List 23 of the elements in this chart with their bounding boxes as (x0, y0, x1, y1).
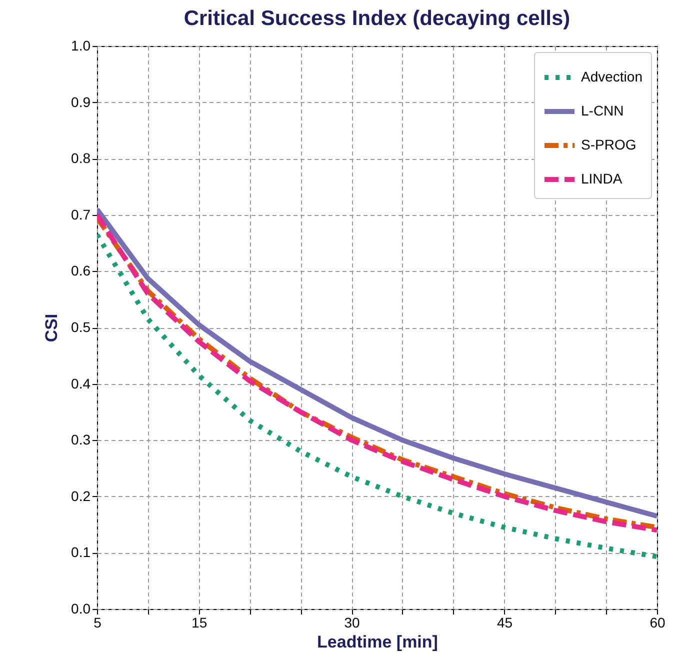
y-tick-label: 0.5 (71, 319, 91, 335)
y-tick-label: 0.7 (71, 206, 91, 222)
y-tick-label: 0.8 (71, 150, 91, 166)
x-tick-label: 60 (650, 614, 666, 630)
y-tick-label: 0.6 (71, 262, 91, 279)
legend-label: S-PROG (581, 136, 636, 152)
y-axis-title: CSI (42, 314, 62, 342)
y-tick-label: 0.3 (71, 432, 91, 448)
y-tick-label: 0.1 (71, 544, 91, 560)
y-tick-label: 0.0 (71, 600, 91, 616)
chart-title: Critical Success Index (decaying cells) (184, 7, 570, 30)
x-tick-label: 5 (94, 614, 102, 630)
x-tick-label: 45 (496, 614, 513, 630)
legend-label: Advection (581, 68, 642, 84)
legend-label: L-CNN (581, 102, 624, 118)
y-tick-label: 0.4 (71, 375, 91, 392)
x-axis-title: Leadtime [min] (317, 632, 438, 652)
x-tick-label: 30 (344, 614, 360, 630)
y-tick-label: 0.2 (71, 488, 91, 504)
y-tick-label: 1.0 (71, 38, 91, 54)
y-tick-label: 0.9 (71, 94, 91, 110)
x-tick-label: 15 (192, 614, 208, 630)
legend-label: LINDA (581, 170, 623, 186)
